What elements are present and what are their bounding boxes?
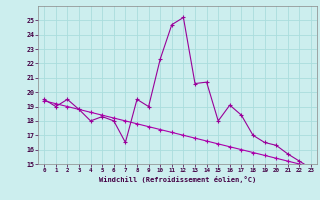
X-axis label: Windchill (Refroidissement éolien,°C): Windchill (Refroidissement éolien,°C) <box>99 176 256 183</box>
